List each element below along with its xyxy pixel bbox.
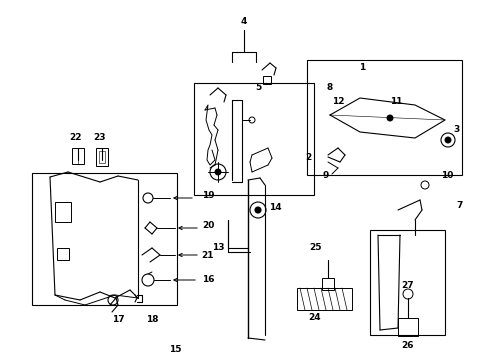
Text: 9: 9 (322, 171, 328, 180)
Circle shape (444, 137, 450, 143)
Text: 21: 21 (202, 251, 214, 260)
Bar (296, 288, 351, 310)
Bar (397, 318, 417, 336)
Text: 7: 7 (456, 201, 462, 210)
Text: 26: 26 (401, 341, 413, 350)
Bar (99, 151, 105, 163)
Text: 14: 14 (268, 203, 281, 212)
Text: 20: 20 (202, 220, 214, 230)
Text: 16: 16 (202, 275, 214, 284)
Circle shape (215, 169, 221, 175)
Text: 15: 15 (168, 346, 181, 355)
Text: 10: 10 (440, 171, 452, 180)
Bar (55, 202, 71, 222)
Bar (57, 248, 69, 260)
Text: 1: 1 (358, 63, 365, 72)
Text: 24: 24 (308, 314, 321, 323)
Text: 18: 18 (145, 315, 158, 324)
Text: 27: 27 (401, 280, 413, 289)
Text: 11: 11 (389, 98, 402, 107)
Bar (369, 230, 444, 335)
Text: 3: 3 (452, 126, 458, 135)
Text: 23: 23 (94, 134, 106, 143)
Circle shape (254, 207, 261, 213)
Text: 12: 12 (331, 98, 344, 107)
Text: 19: 19 (201, 190, 214, 199)
Bar (96, 148, 108, 166)
Text: 22: 22 (69, 134, 81, 143)
Text: 4: 4 (240, 18, 246, 27)
Bar (194, 83, 313, 195)
Text: 2: 2 (304, 153, 310, 162)
Bar (321, 278, 333, 290)
Bar (306, 60, 461, 175)
Bar (263, 76, 270, 84)
Text: 13: 13 (211, 243, 224, 252)
Text: 25: 25 (308, 243, 321, 252)
Bar (32, 173, 177, 305)
Bar (72, 148, 84, 164)
Text: 5: 5 (254, 84, 261, 93)
Text: 17: 17 (111, 315, 124, 324)
Text: 8: 8 (326, 84, 332, 93)
Circle shape (386, 115, 392, 121)
